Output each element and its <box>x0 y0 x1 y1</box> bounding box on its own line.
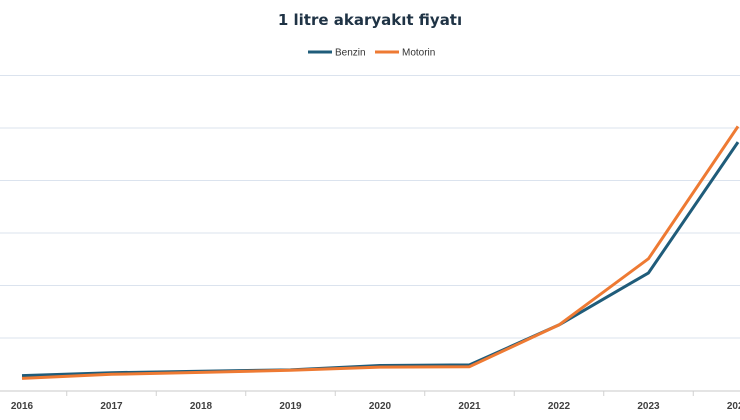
x-tick-label-2024: 2024 <box>727 401 740 412</box>
x-tick-label-2018: 2018 <box>190 401 213 412</box>
x-tick-label-2017: 2017 <box>100 401 123 412</box>
x-axis-ticks: 2016 2017 2018 2019 2020 2021 2022 2023 2024 <box>11 391 740 412</box>
series-line-benzin <box>21 141 740 378</box>
chart-title: 1 litre akaryakıt fiyatı <box>278 11 462 29</box>
legend-label-benzin: Benzin <box>335 48 366 59</box>
x-tick-label-2019: 2019 <box>279 401 302 412</box>
legend-label-motorin: Motorin <box>402 48 435 59</box>
legend: Benzin Motorin <box>308 48 435 59</box>
x-tick-label-2023: 2023 <box>637 401 660 412</box>
series-line-motorin <box>21 125 740 380</box>
x-tick-label-2022: 2022 <box>548 401 571 412</box>
x-tick-label-2021: 2021 <box>458 401 481 412</box>
gridlines <box>0 75 740 339</box>
x-tick-label-2016: 2016 <box>11 401 34 412</box>
series-lines <box>21 125 740 380</box>
x-tick-label-2020: 2020 <box>369 401 392 412</box>
